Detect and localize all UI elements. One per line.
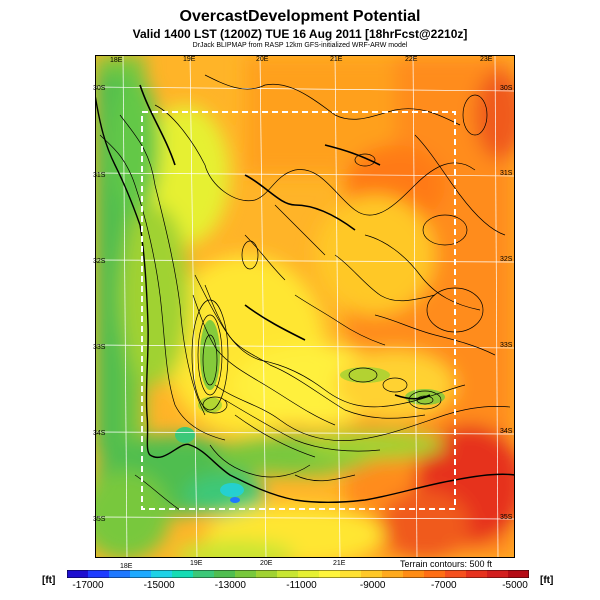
colorbar-tick-label: -5000 — [502, 580, 528, 591]
lat-label-right: 35S — [500, 514, 513, 521]
lon-label-bottom: 20E — [260, 560, 273, 567]
colorbar-tick-label: -11000 — [286, 580, 317, 591]
colorbar-unit-left: [ft] — [42, 575, 56, 586]
colorbar-segment — [466, 570, 488, 578]
colorbar-segment — [361, 570, 383, 578]
colorbar-tick-label: -13000 — [214, 580, 246, 591]
colorbar-segment — [340, 570, 362, 578]
lat-label-left: 34S — [93, 430, 106, 437]
lat-label-right: 34S — [500, 428, 513, 435]
colorbar-segment — [214, 570, 236, 578]
colorbar-segment — [298, 570, 320, 578]
colorbar-segment — [151, 570, 173, 578]
colorbar-segment — [88, 570, 110, 578]
colorbar — [67, 570, 529, 578]
colorbar-segment — [256, 570, 278, 578]
lon-label-bottom: 21E — [333, 560, 346, 567]
colorbar-segment — [487, 570, 509, 578]
map-title: OvercastDevelopment Potential — [179, 8, 421, 25]
colorbar-segment — [193, 570, 215, 578]
colorbar-unit-right: [ft] — [540, 575, 554, 586]
lat-label-left: 32S — [93, 258, 106, 265]
colorbar-tick-label: -15000 — [143, 580, 175, 591]
colorbar-segment — [508, 570, 529, 578]
lon-label-bottom: 19E — [190, 560, 203, 567]
lat-label-left: 31S — [93, 172, 106, 179]
colorbar-segment — [172, 570, 194, 578]
colorbar-segment — [235, 570, 257, 578]
lat-label-right: 32S — [500, 256, 513, 263]
colorbar-tick-label: -9000 — [359, 580, 386, 591]
lon-label-top: 22E — [405, 56, 418, 63]
lat-label-right: 30S — [500, 85, 513, 92]
lat-label-left: 30S — [93, 85, 106, 92]
lon-label-top: 21E — [330, 56, 343, 63]
colorbar-segment — [319, 570, 341, 578]
colorbar-tick-label: -7000 — [431, 580, 457, 591]
colorbar-segment — [277, 570, 299, 578]
colorbar-segment — [109, 570, 131, 578]
lon-label-top: 20E — [256, 56, 269, 63]
lat-label-right: 31S — [500, 170, 513, 177]
lon-label-bottom: 18E — [120, 563, 133, 570]
lon-label-top: 23E — [480, 56, 493, 63]
map-credit: DrJack BLIPMAP from RASP 12km GFS-initia… — [192, 42, 408, 49]
lon-label-top: 19E — [183, 56, 196, 63]
lat-label-left: 35S — [93, 516, 106, 523]
map-field — [95, 55, 515, 558]
terrain-contour-note: Terrain contours: 500 ft — [400, 559, 493, 569]
lon-label-top: 18E — [110, 57, 123, 64]
colorbar-segment — [130, 570, 152, 578]
map-subtitle: Valid 1400 LST (1200Z) TUE 16 Aug 2011 [… — [132, 27, 468, 41]
colorbar-segment — [67, 570, 89, 578]
colorbar-tick-label: -17000 — [72, 580, 104, 591]
lat-label-left: 33S — [93, 344, 106, 351]
colorbar-segment — [403, 570, 425, 578]
colorbar-segment — [382, 570, 404, 578]
colorbar-segment — [445, 570, 467, 578]
colorbar-segment — [424, 570, 446, 578]
lat-label-right: 33S — [500, 342, 513, 349]
